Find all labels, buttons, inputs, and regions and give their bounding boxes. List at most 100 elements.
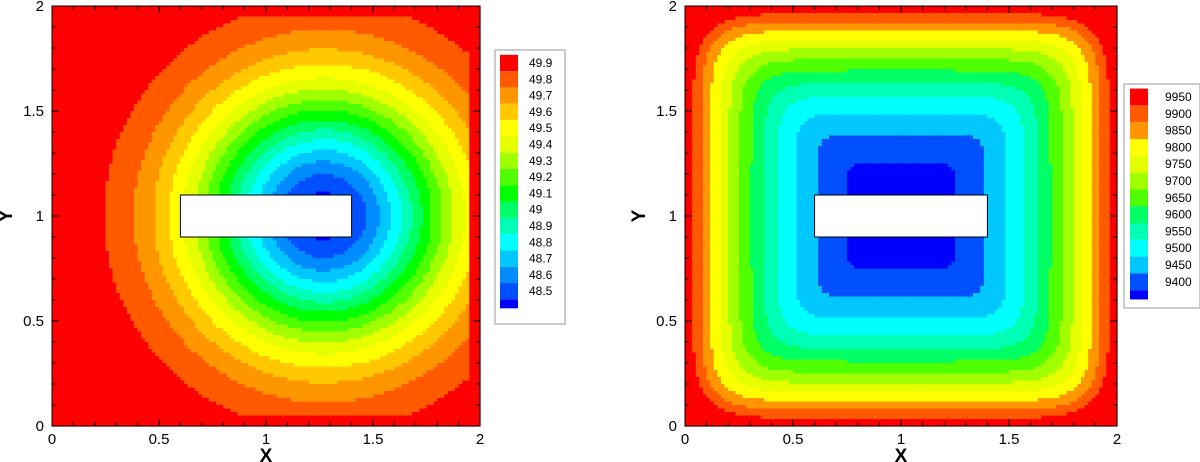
contour-cell	[120, 146, 124, 150]
contour-cell	[84, 136, 88, 140]
contour-cell	[152, 20, 156, 24]
contour-cell	[63, 398, 67, 402]
contour-cell	[81, 73, 85, 77]
contour-cell	[123, 314, 127, 318]
contour-cell	[134, 405, 138, 409]
contour-cell	[73, 185, 77, 189]
contour-cell	[141, 146, 145, 150]
contour-cell	[127, 111, 131, 115]
contour-cell	[66, 349, 70, 353]
contour-cell	[95, 115, 99, 119]
contour-cell	[138, 314, 142, 318]
contour-cell	[106, 87, 110, 91]
contour-cell	[84, 59, 88, 63]
contour-cell	[77, 220, 81, 224]
contour-cell	[52, 62, 56, 66]
contour-cell	[159, 388, 163, 392]
contour-cell	[95, 262, 99, 266]
contour-cell	[56, 290, 60, 294]
contour-cell	[106, 325, 110, 329]
contour-cell	[98, 45, 102, 49]
contour-cell	[159, 129, 163, 133]
contour-cell	[120, 318, 124, 322]
contour-cell	[113, 402, 117, 406]
contour-cell	[102, 412, 106, 416]
contour-cell	[141, 97, 145, 101]
contour-cell	[52, 283, 56, 287]
contour-cell	[109, 297, 113, 301]
contour-cell	[88, 223, 92, 227]
contour-cell	[52, 237, 56, 241]
contour-cell	[66, 181, 70, 185]
contour-cell	[81, 265, 85, 269]
contour-cell	[113, 164, 117, 168]
contour-cell	[70, 13, 74, 17]
contour-cell	[141, 122, 145, 126]
contour-cell	[63, 153, 67, 157]
contour-cell	[159, 87, 163, 91]
contour-cell	[81, 94, 85, 98]
contour-cell	[77, 367, 81, 371]
contour-cell	[52, 286, 56, 290]
contour-cell	[81, 6, 85, 10]
contour-cell	[95, 297, 99, 301]
contour-cell	[120, 346, 124, 350]
contour-cell	[123, 188, 127, 192]
contour-cell	[98, 332, 102, 336]
contour-cell	[95, 122, 99, 126]
contour-cell	[130, 181, 134, 185]
contour-cell	[102, 129, 106, 133]
contour-cell	[95, 276, 99, 280]
contour-cell	[102, 314, 106, 318]
contour-cell	[130, 108, 134, 112]
contour-cell	[98, 258, 102, 262]
contour-cell	[116, 237, 120, 241]
contour-cell	[163, 115, 167, 119]
contour-cell	[152, 45, 156, 49]
contour-cell	[145, 87, 149, 91]
contour-cell	[88, 188, 92, 192]
contour-cell	[52, 262, 56, 266]
contour-cell	[66, 234, 70, 238]
contour-cell	[134, 45, 138, 49]
contour-cell	[138, 38, 142, 42]
contour-cell	[109, 69, 113, 73]
contour-cell	[63, 363, 67, 367]
contour-cell	[159, 59, 163, 63]
contour-cell	[123, 223, 127, 227]
contour-cell	[127, 174, 131, 178]
contour-cell	[120, 335, 124, 339]
contour-cell	[106, 118, 110, 122]
contour-cell	[148, 87, 152, 91]
contour-cell	[106, 31, 110, 35]
contour-cell	[52, 206, 56, 210]
contour-cell	[91, 307, 95, 311]
contour-cell	[66, 209, 70, 213]
contour-cell	[95, 269, 99, 273]
contour-cell	[116, 41, 120, 45]
contour-cell	[120, 272, 124, 276]
contour-cell	[141, 111, 145, 115]
contour-cell	[52, 311, 56, 315]
contour-cell	[98, 181, 102, 185]
contour-cell	[59, 220, 63, 224]
contour-cell	[163, 62, 167, 66]
contour-cell	[84, 118, 88, 122]
contour-cell	[84, 34, 88, 38]
contour-cell	[77, 381, 81, 385]
contour-cell	[81, 213, 85, 217]
contour-cell	[120, 199, 124, 203]
contour-cell	[152, 356, 156, 360]
contour-cell	[109, 290, 113, 294]
contour-cell	[163, 94, 167, 98]
contour-cell	[81, 283, 85, 287]
contour-cell	[102, 174, 106, 178]
contour-cell	[109, 311, 113, 315]
contour-cell	[113, 195, 117, 199]
contour-cell	[102, 48, 106, 52]
contour-cell	[77, 80, 81, 84]
contour-cell	[91, 150, 95, 154]
contour-cell	[109, 349, 113, 353]
contour-cell	[84, 269, 88, 273]
contour-cell	[109, 248, 113, 252]
